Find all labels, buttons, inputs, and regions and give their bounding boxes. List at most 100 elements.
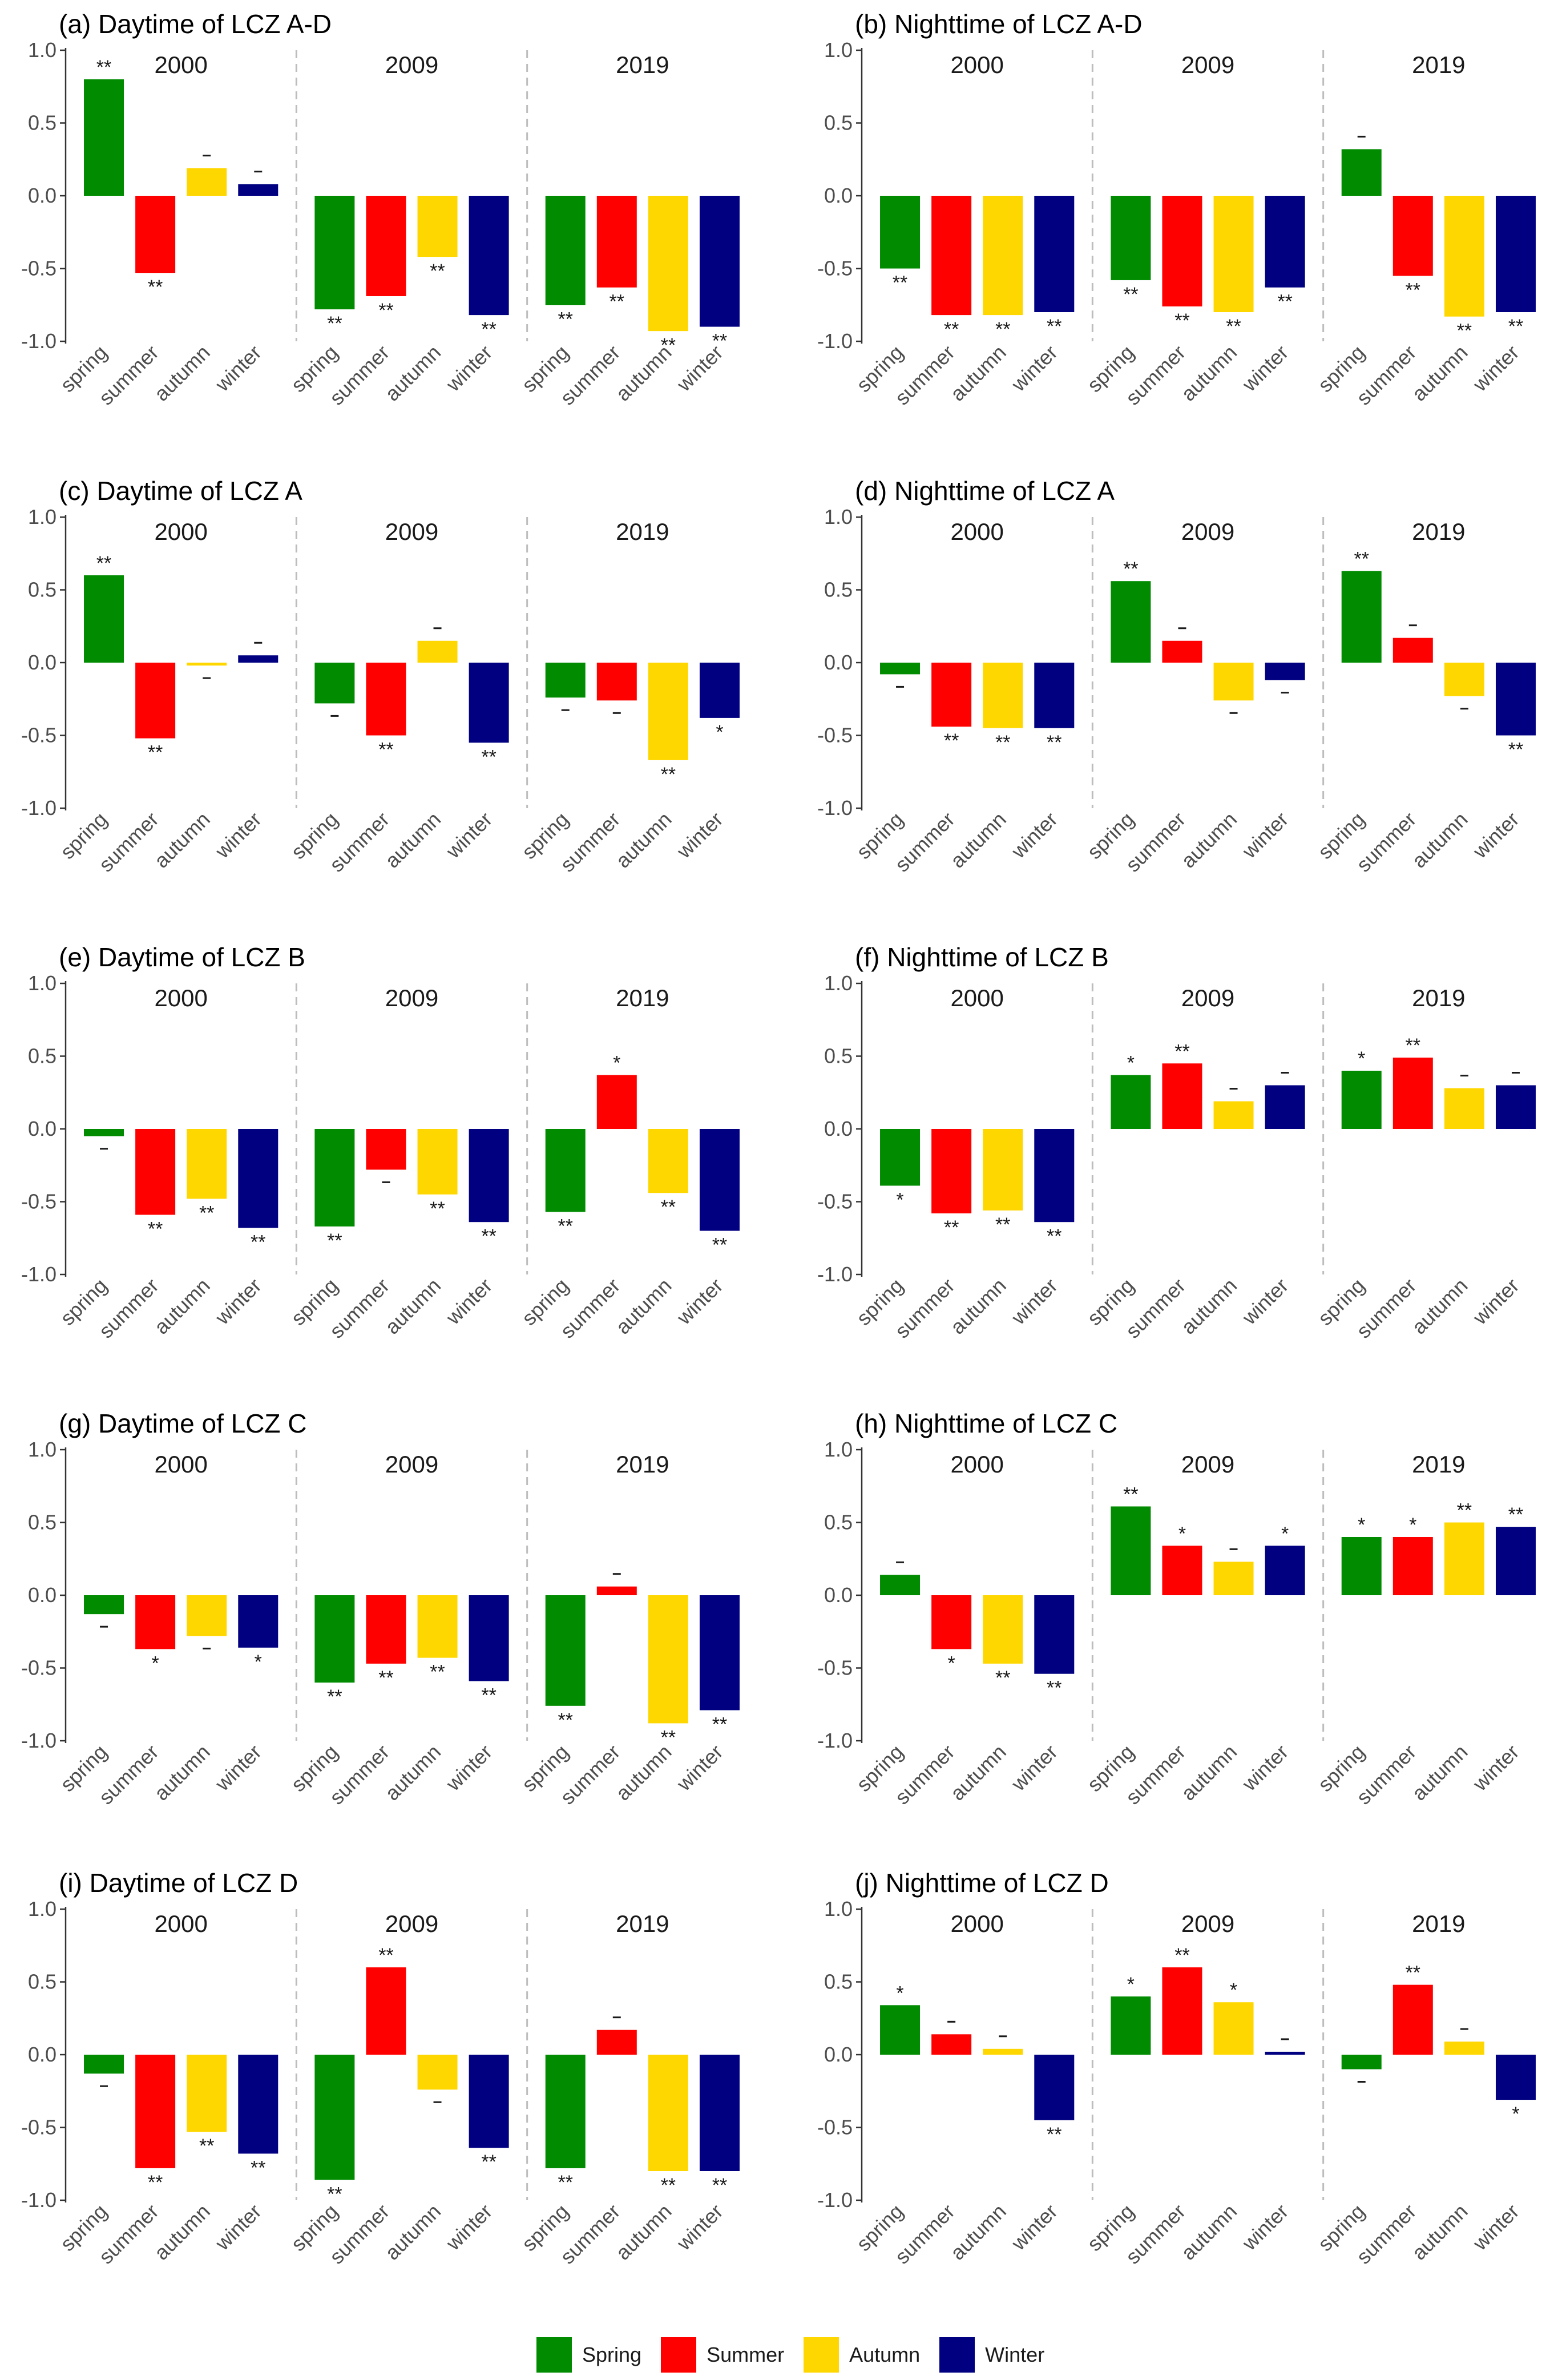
- panel-j: (j) Nighttime of LCZ D1.0 0.5 0.0 -0.5 -1.0 2…: [817, 1868, 1536, 2269]
- bar-autumn: [1444, 1088, 1484, 1129]
- bar-winter: [469, 663, 509, 743]
- sig-marker: **: [96, 552, 111, 574]
- y-tick-label: -0.5: [817, 1656, 853, 1680]
- panel-title: (d) Nighttime of LCZ A: [855, 476, 1115, 506]
- y-tick-label: 1.0: [28, 38, 56, 62]
- bar-spring: [84, 1595, 124, 1615]
- y-tick-label: 0.0: [28, 1117, 56, 1140]
- year-label: 2019: [1412, 1451, 1465, 1478]
- sig-marker: *: [152, 1652, 159, 1674]
- bar-winter: [1265, 196, 1305, 288]
- x-tick-label: autumn: [611, 1274, 676, 1339]
- y-tick-label: -0.5: [817, 2116, 853, 2139]
- sig-marker: **: [378, 739, 393, 761]
- year-label: 2019: [616, 518, 669, 545]
- x-tick-label: winter: [210, 1274, 266, 1330]
- x-tick-label: autumn: [611, 341, 676, 406]
- y-tick-label: 1.0: [28, 505, 56, 529]
- bar-autumn: [187, 1595, 227, 1636]
- sig-marker: **: [327, 1686, 342, 1708]
- x-tick-label: autumn: [946, 808, 1011, 873]
- bar-winter: [238, 1129, 278, 1228]
- year-label: 2019: [1412, 518, 1465, 545]
- x-tick-label: winter: [441, 341, 497, 397]
- x-tick-label: winter: [441, 808, 497, 864]
- sig-marker: **: [661, 764, 676, 785]
- bar-winter: [1495, 1527, 1536, 1595]
- bar-autumn: [417, 2055, 458, 2090]
- sig-marker: **: [378, 1945, 393, 1966]
- bar-summer: [931, 1129, 972, 1213]
- sig-marker: **: [148, 742, 163, 764]
- x-tick-label: autumn: [1407, 2200, 1472, 2265]
- year-label: 2009: [1181, 1451, 1234, 1478]
- panel-title: (j) Nighttime of LCZ D: [855, 1868, 1109, 1898]
- panel-title: (g) Daytime of LCZ C: [59, 1409, 307, 1438]
- x-tick-label: winter: [1006, 2200, 1062, 2256]
- sig-marker: **: [327, 313, 342, 334]
- year-label: 2019: [1412, 51, 1465, 78]
- panel-f: (f) Nighttime of LCZ B1.0 0.5 0.0 -0.5 -1.0 2…: [817, 942, 1536, 1343]
- x-tick-label: autumn: [150, 1274, 215, 1339]
- bar-spring: [1111, 1075, 1151, 1129]
- sig-marker: **: [995, 1667, 1010, 1689]
- year-label: 2019: [616, 985, 669, 1011]
- x-tick-label: winter: [672, 808, 728, 864]
- x-tick-label: winter: [210, 808, 266, 864]
- sig-marker: *: [1127, 1974, 1135, 1995]
- y-tick-label: 0.0: [28, 184, 56, 207]
- x-tick-label: winter: [210, 2200, 266, 2256]
- bar-summer: [135, 1129, 176, 1215]
- x-tick-label: winter: [1468, 1740, 1524, 1796]
- bar-summer: [931, 1595, 972, 1649]
- bar-summer: [1162, 1967, 1202, 2055]
- sig-marker: **: [1354, 548, 1369, 570]
- bar-summer: [931, 196, 972, 316]
- bar-summer: [1392, 1058, 1433, 1129]
- bar-summer: [596, 1075, 637, 1129]
- sig-marker: **: [1406, 1962, 1420, 1984]
- bar-summer: [596, 663, 637, 701]
- sig-marker: **: [148, 2172, 163, 2193]
- sig-marker: **: [712, 1235, 727, 1256]
- y-tick-label: -1.0: [817, 1262, 853, 1286]
- bar-autumn: [983, 1595, 1023, 1664]
- x-tick-label: autumn: [611, 1740, 676, 1805]
- y-tick-label: -0.5: [21, 1656, 56, 1680]
- sig-marker: *: [1178, 1523, 1186, 1544]
- bar-autumn: [648, 663, 688, 760]
- bar-summer: [1162, 1063, 1202, 1129]
- year-label: 2019: [616, 1451, 669, 1478]
- x-tick-label: autumn: [946, 2200, 1011, 2265]
- x-tick-label: autumn: [946, 1740, 1011, 1805]
- sig-marker: **: [481, 2151, 496, 2173]
- bar-autumn: [648, 196, 688, 332]
- sig-marker: **: [1047, 2124, 1061, 2145]
- year-label: 2009: [1181, 1910, 1234, 1937]
- year-label: 2000: [154, 518, 207, 545]
- sig-marker: **: [251, 1231, 265, 1253]
- sig-marker: *: [1409, 1514, 1416, 1536]
- sig-marker: *: [896, 1982, 903, 2004]
- sig-marker: *: [613, 1052, 620, 1074]
- bar-summer: [596, 2030, 637, 2055]
- sig-marker: **: [661, 334, 676, 356]
- bar-winter: [1034, 196, 1075, 312]
- x-tick-label: autumn: [1407, 1740, 1472, 1805]
- bar-winter: [1265, 663, 1305, 680]
- panel-c: (c) Daytime of LCZ A1.0 0.5 0.0 -0.5 -1.0 200…: [21, 476, 740, 877]
- bar-spring: [1341, 149, 1382, 196]
- y-tick-label: -0.5: [817, 1190, 853, 1213]
- legend-item-summer: Summer: [661, 2337, 784, 2373]
- bar-autumn: [1213, 196, 1254, 312]
- y-tick-label: 0.0: [824, 651, 853, 674]
- sig-marker: **: [558, 308, 572, 330]
- sig-marker: *: [1358, 1514, 1365, 1536]
- year-label: 2000: [154, 1451, 207, 1478]
- sig-marker: **: [893, 272, 907, 294]
- bar-winter: [238, 2055, 278, 2154]
- x-tick-label: winter: [1237, 341, 1293, 397]
- bar-winter: [1495, 663, 1536, 736]
- bar-autumn: [648, 2055, 688, 2171]
- bar-autumn: [417, 1595, 458, 1658]
